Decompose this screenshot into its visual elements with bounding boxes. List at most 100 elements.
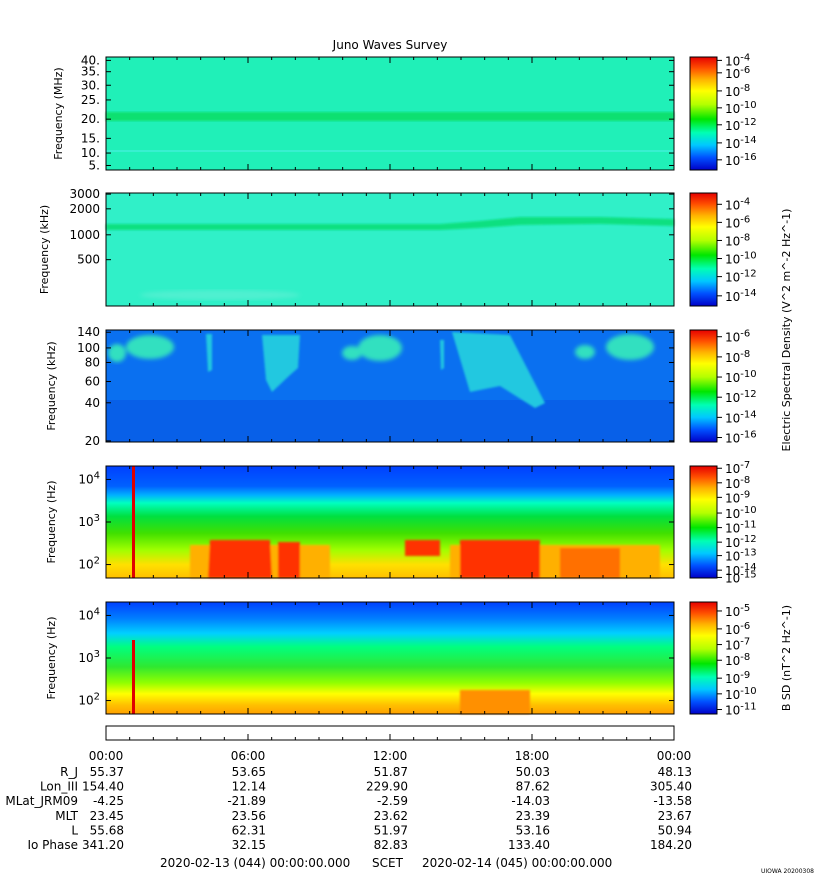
colorbar-tick-label: 10-10 xyxy=(725,369,757,385)
y-tick-label: 3000 xyxy=(69,187,100,201)
colorbar-tick-label: 10-11 xyxy=(725,702,757,718)
ephemeris-value: 50.94 xyxy=(658,823,692,837)
y-tick-label: 20. xyxy=(81,112,100,126)
colorbar-title: Electric Spectral Density (V^2 m^-2 Hz^-… xyxy=(780,209,793,452)
y-tick-label: 102 xyxy=(78,556,100,572)
colorbar-tick-label: 10-9 xyxy=(725,670,750,686)
y-tick-label: 100 xyxy=(77,341,100,355)
y-axis-label: Frequency (Hz) xyxy=(45,617,58,700)
colorbar-tick-label: 10-7 xyxy=(725,637,750,653)
colorbar-tick-label: 10-4 xyxy=(725,196,750,212)
ephemeris-row-label: MLat_JRM09 xyxy=(5,794,78,808)
ephemeris-value: 48.13 xyxy=(658,765,692,779)
y-axis-label: Frequency (Hz) xyxy=(45,481,58,564)
ephemeris-row-label: Io Phase xyxy=(27,838,78,852)
colorbar-tick-label: 10-14 xyxy=(725,288,757,304)
colorbar-tick-label: 10-8 xyxy=(725,232,750,248)
ephemeris-value: -14.03 xyxy=(511,794,550,808)
y-tick-label: 35. xyxy=(81,65,100,79)
colorbar-tick-label: 10-4 xyxy=(725,52,750,68)
panel-4-spectrogram xyxy=(105,465,675,579)
time-label: 00:00 xyxy=(657,749,692,763)
footer-scet: SCET xyxy=(372,856,404,870)
ephemeris-value: 23.45 xyxy=(90,809,124,823)
colorbar-3 xyxy=(689,329,718,443)
time-label: 06:00 xyxy=(231,749,266,763)
colorbar-tick-label: 10-8 xyxy=(725,475,750,491)
y-axis-label: Frequency (kHz) xyxy=(38,205,51,294)
colorbar-tick-label: 10-10 xyxy=(725,100,757,116)
colorbar-tick-label: 10-16 xyxy=(725,430,757,446)
panel-5-spectrogram xyxy=(105,601,675,715)
colorbar-1 xyxy=(689,56,718,171)
footer-end: 2020-02-14 (045) 00:00:00.000 xyxy=(422,856,612,870)
ephemeris-value: 12.14 xyxy=(232,780,266,794)
y-tick-label: 60 xyxy=(85,375,100,389)
ephemeris-value: 154.40 xyxy=(82,780,124,794)
y-tick-label: 80 xyxy=(85,355,100,369)
time-label: 18:00 xyxy=(515,749,550,763)
colorbar-tick-label: 10-8 xyxy=(725,652,750,668)
ephemeris-value: -13.58 xyxy=(653,794,692,808)
footer-stamp: UIOWA 20200308 xyxy=(761,868,814,875)
colorbar-tick-label: 10-6 xyxy=(725,65,750,81)
ephemeris-value: 82.83 xyxy=(374,838,408,852)
y-tick-label: 10. xyxy=(81,146,100,160)
ephemeris-value: 53.65 xyxy=(232,765,266,779)
y-tick-label: 40. xyxy=(81,53,100,67)
colorbar-tick-label: 10-12 xyxy=(725,117,757,133)
ephemeris-value: -2.59 xyxy=(377,794,408,808)
ephemeris-value: -21.89 xyxy=(227,794,266,808)
y-tick-label: 30. xyxy=(81,78,100,92)
ephemeris-value: 50.03 xyxy=(516,765,550,779)
colorbar-title: B SD (nT^2 Hz^-1) xyxy=(780,605,793,711)
colorbar-tick-label: 10-10 xyxy=(725,505,757,521)
ephemeris-value: 51.87 xyxy=(374,765,408,779)
y-axis-label: Frequency (MHz) xyxy=(52,67,65,159)
ephemeris-value: 51.97 xyxy=(374,823,408,837)
ephemeris-value: 32.15 xyxy=(232,838,266,852)
colorbar-5 xyxy=(689,601,718,715)
y-tick-label: 20 xyxy=(85,434,100,448)
ephemeris-value: 23.56 xyxy=(232,809,266,823)
ephemeris-value: 23.39 xyxy=(516,809,550,823)
y-tick-label: 102 xyxy=(78,692,100,708)
colorbar-tick-label: 10-6 xyxy=(725,621,750,637)
colorbar-tick-label: 10-13 xyxy=(725,548,757,564)
ephemeris-value: 23.67 xyxy=(658,809,692,823)
colorbar-tick-label: 10-14 xyxy=(725,409,757,425)
ephemeris-value: 23.62 xyxy=(374,809,408,823)
colorbar-tick-label: 10-16 xyxy=(725,152,757,168)
colorbar-tick-label: 10-10 xyxy=(725,686,757,702)
ephemeris-row-label: L xyxy=(71,823,78,837)
ephemeris-table: 00:00 06:00 12:00 18:00 00:00 R_J 55.37 53.65 51… xyxy=(5,749,692,852)
y-tick-label: 1000 xyxy=(69,228,100,242)
y-axis-label: Frequency (kHz) xyxy=(45,341,58,430)
footer-start: 2020-02-13 (044) 00:00:00.000 xyxy=(160,856,350,870)
colorbar-tick-label: 10-7 xyxy=(725,460,750,476)
colorbar-tick-label: 10-12 xyxy=(725,389,757,405)
y-tick-label: 2000 xyxy=(69,202,100,216)
panel-3-spectrogram xyxy=(105,329,675,443)
ephemeris-row-label: R_J xyxy=(60,765,78,779)
panel-2-spectrogram xyxy=(105,192,675,307)
colorbar-tick-label: 10-8 xyxy=(725,349,750,365)
y-tick-label: 500 xyxy=(77,253,100,267)
y-tick-label: 103 xyxy=(78,649,100,665)
ephemeris-row-label: MLT xyxy=(55,809,78,823)
y-tick-label: 25. xyxy=(81,93,100,107)
footer: 2020-02-13 (044) 00:00:00.000 SCET 2020-… xyxy=(160,856,814,875)
ephemeris-row-label: Lon_III xyxy=(40,780,78,794)
y-tick-label: 103 xyxy=(78,513,100,529)
colorbar-tick-label: 10-8 xyxy=(725,83,750,99)
colorbar-tick-label: 10-15 xyxy=(725,569,757,585)
ephemeris-value: 55.37 xyxy=(90,765,124,779)
ephemeris-value: 53.16 xyxy=(516,823,550,837)
y-tick-label: 5. xyxy=(89,158,100,172)
ephemeris-value: 184.20 xyxy=(650,838,692,852)
colorbar-tick-label: 10-14 xyxy=(725,562,757,578)
y-tick-label: 104 xyxy=(78,606,100,622)
ephemeris-value: 229.90 xyxy=(366,780,408,794)
axis-ticks xyxy=(105,57,722,740)
ephemeris-value: 341.20 xyxy=(82,838,124,852)
